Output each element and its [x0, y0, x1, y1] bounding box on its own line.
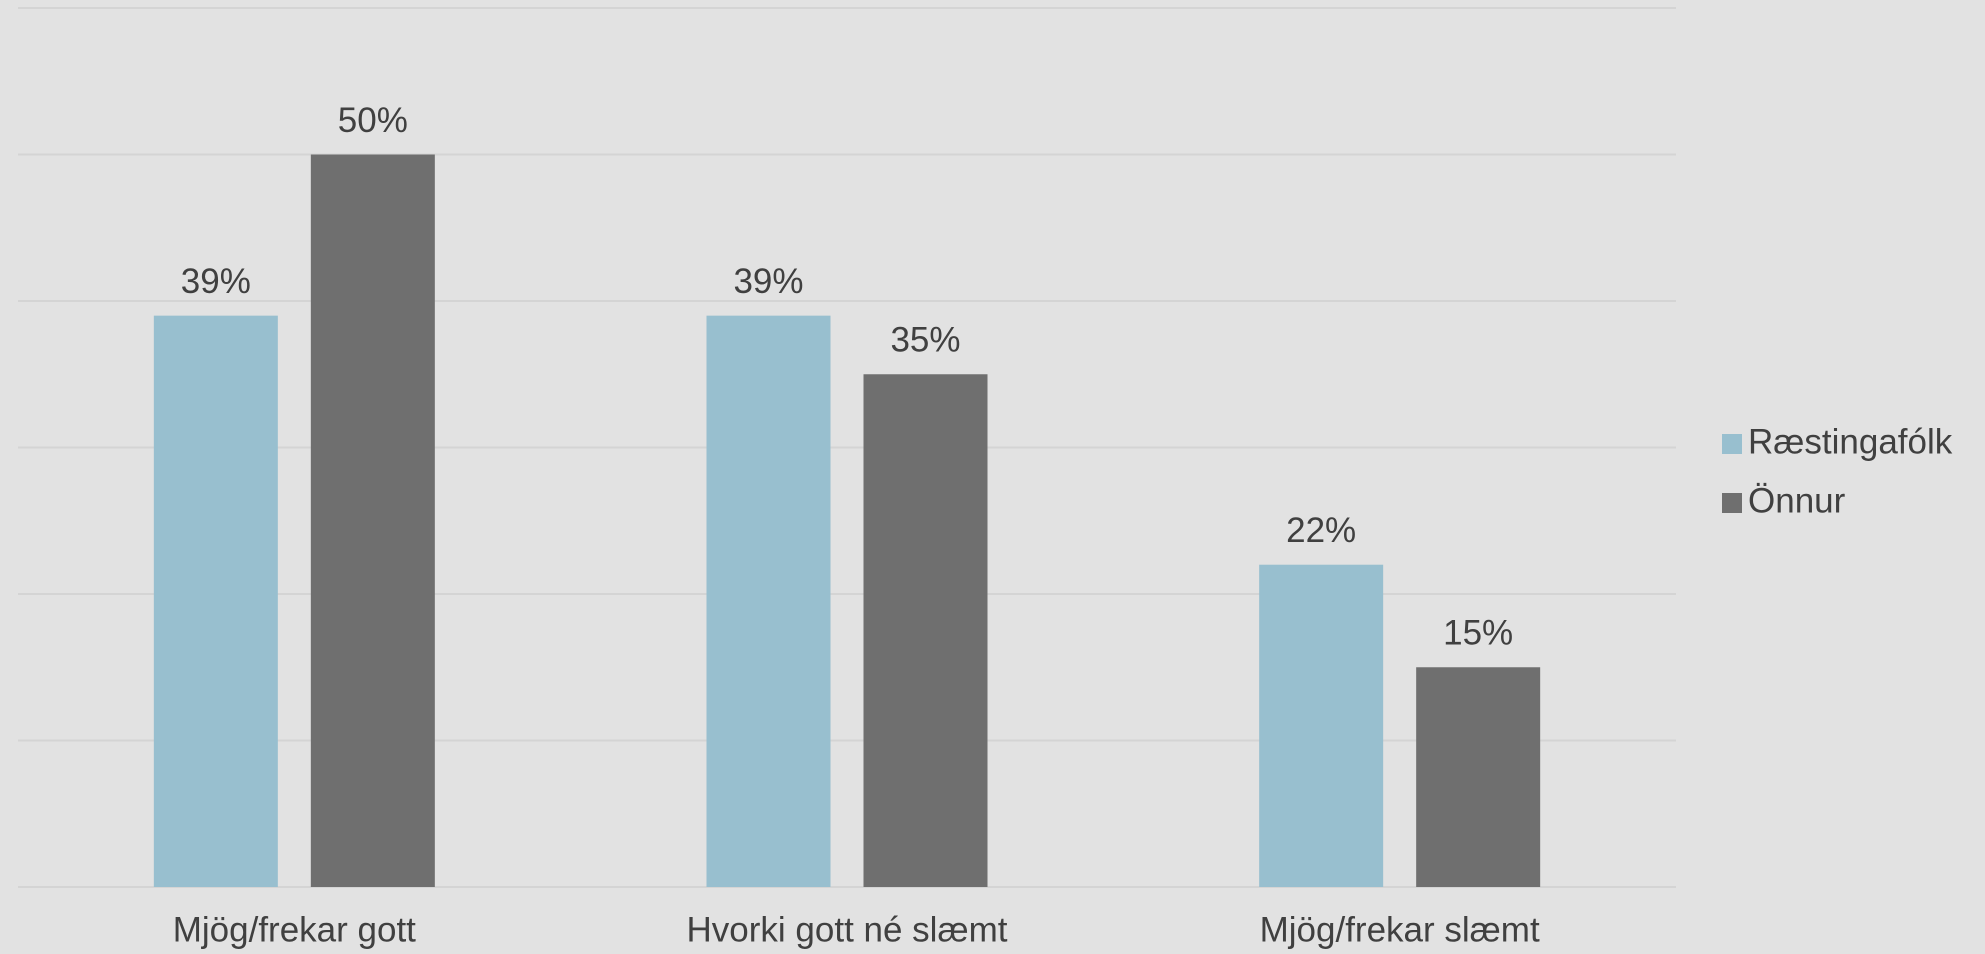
legend-swatch [1722, 434, 1742, 454]
legend-swatch [1722, 493, 1742, 513]
data-label: 39% [733, 262, 803, 301]
legend-label: Önnur [1748, 481, 1846, 520]
bar [706, 315, 831, 887]
bar [310, 154, 435, 887]
data-label: 50% [338, 101, 408, 140]
data-label: 39% [181, 262, 251, 301]
data-label: 35% [890, 321, 960, 360]
legend-label: Ræstingafólk [1748, 422, 1953, 461]
x-tick-label: Mjög/frekar slæmt [1260, 910, 1540, 949]
data-label: 15% [1443, 614, 1513, 653]
bar [1259, 564, 1384, 887]
bar [153, 315, 278, 887]
x-tick-label: Hvorki gott né slæmt [687, 910, 1008, 949]
data-label: 22% [1286, 511, 1356, 550]
bar [863, 374, 988, 887]
x-tick-label: Mjög/frekar gott [173, 910, 416, 949]
bar [1416, 667, 1541, 887]
